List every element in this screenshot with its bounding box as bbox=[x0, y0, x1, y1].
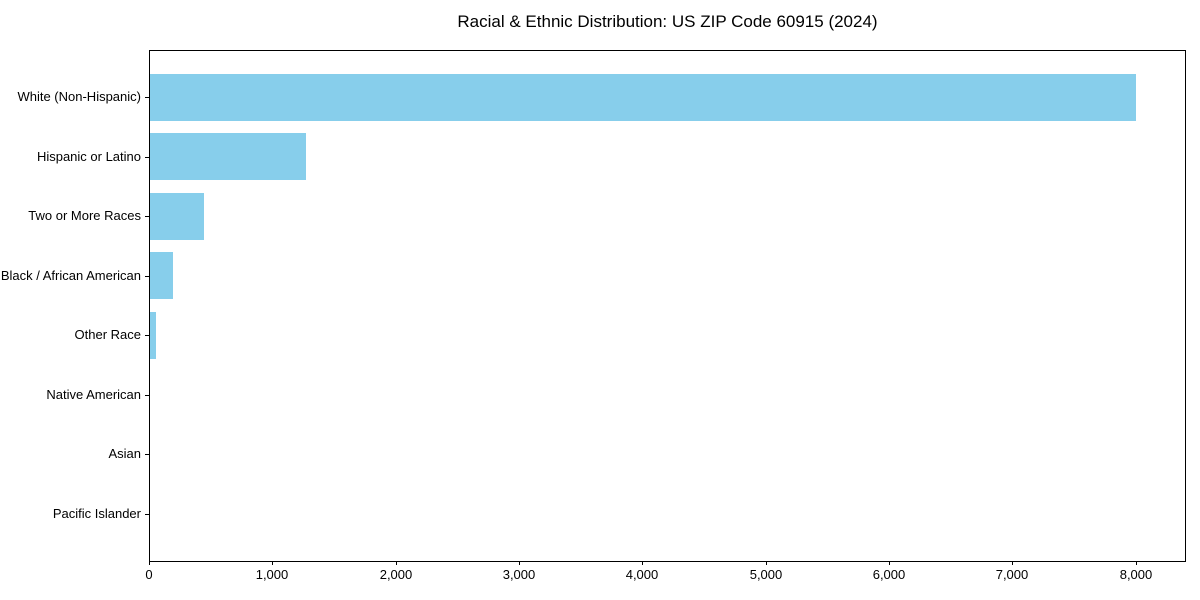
bar-white-non-hispanic bbox=[150, 74, 1136, 121]
bar-other-race bbox=[150, 312, 156, 359]
x-tick-label-4000: 4,000 bbox=[625, 567, 659, 582]
x-tick-label-6000: 6,000 bbox=[872, 567, 906, 582]
y-tick-mark bbox=[145, 514, 149, 515]
x-tick-label-7000: 7,000 bbox=[995, 567, 1029, 582]
x-tick-mark bbox=[766, 561, 767, 565]
x-tick-label-0: 0 bbox=[145, 567, 153, 582]
y-tick-mark bbox=[145, 97, 149, 98]
y-tick-label-hispanic-or-latino: Hispanic or Latino bbox=[36, 149, 141, 164]
bar-black-african-american bbox=[150, 252, 173, 299]
x-tick-mark bbox=[1012, 561, 1013, 565]
bar-hispanic-or-latino bbox=[150, 133, 306, 180]
y-tick-label-asian: Asian bbox=[108, 446, 141, 461]
x-tick-label-3000: 3,000 bbox=[502, 567, 536, 582]
y-tick-label-pacific-islander: Pacific Islander bbox=[52, 506, 141, 521]
y-tick-label-white-non-hispanic: White (Non-Hispanic) bbox=[17, 89, 141, 104]
y-tick-label-native-american: Native American bbox=[46, 387, 141, 402]
plot-area bbox=[149, 50, 1186, 562]
x-tick-label-8000: 8,000 bbox=[1119, 567, 1153, 582]
y-tick-mark bbox=[145, 335, 149, 336]
x-tick-mark bbox=[1136, 561, 1137, 565]
bar-two-or-more-races bbox=[150, 193, 204, 240]
x-tick-label-1000: 1,000 bbox=[255, 567, 289, 582]
y-tick-label-other-race: Other Race bbox=[74, 327, 141, 342]
x-tick-mark bbox=[519, 561, 520, 565]
x-tick-mark bbox=[642, 561, 643, 565]
x-tick-mark bbox=[149, 561, 150, 565]
y-tick-mark bbox=[145, 276, 149, 277]
x-tick-label-2000: 2,000 bbox=[379, 567, 413, 582]
x-tick-label-5000: 5,000 bbox=[749, 567, 783, 582]
y-tick-label-two-or-more-races: Two or More Races bbox=[28, 208, 141, 223]
x-tick-mark bbox=[889, 561, 890, 565]
y-tick-mark bbox=[145, 395, 149, 396]
y-tick-mark bbox=[145, 454, 149, 455]
chart-title: Racial & Ethnic Distribution: US ZIP Cod… bbox=[457, 12, 878, 31]
x-tick-mark bbox=[272, 561, 273, 565]
y-tick-mark bbox=[145, 157, 149, 158]
y-tick-mark bbox=[145, 216, 149, 217]
x-tick-mark bbox=[396, 561, 397, 565]
y-tick-label-black-african-american: Black / African American bbox=[0, 268, 141, 283]
